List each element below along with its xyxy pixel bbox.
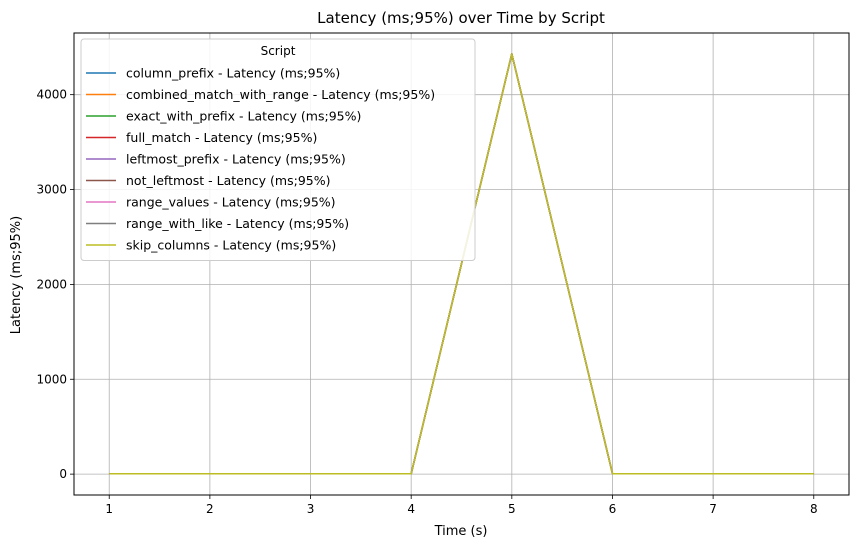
x-tick-label: 4 [407, 502, 415, 516]
legend-label: leftmost_prefix - Latency (ms;95%) [126, 152, 346, 167]
y-tick-label: 3000 [36, 183, 67, 197]
legend-box [80, 38, 476, 261]
legend-label: column_prefix - Latency (ms;95%) [126, 66, 340, 81]
legend-label: range_with_like - Latency (ms;95%) [126, 216, 349, 231]
y-tick-label: 4000 [36, 88, 67, 102]
legend-label: skip_columns - Latency (ms;95%) [126, 238, 336, 253]
legend-label: not_leftmost - Latency (ms;95%) [126, 173, 330, 188]
x-tick-label: 5 [508, 502, 516, 516]
legend-label: full_match - Latency (ms;95%) [126, 130, 317, 145]
x-axis-label: Time (s) [434, 524, 488, 539]
x-tick-label: 3 [307, 502, 315, 516]
y-tick-label: 0 [59, 467, 67, 481]
y-axis-label: Latency (ms;95%) [9, 216, 24, 334]
axis-ticks: 1 2 3 4 5 6 7 8 0 1000 2000 3000 4000 [36, 88, 817, 516]
x-tick-label: 2 [206, 502, 214, 516]
x-tick-label: 6 [609, 502, 617, 516]
plot-frame [73, 32, 850, 496]
y-tick-label: 2000 [36, 277, 67, 291]
legend-label: combined_match_with_range - Latency (ms;… [126, 87, 435, 102]
legend: Script column_prefix - Latency (ms;95%) co… [80, 38, 476, 261]
legend-label: exact_with_prefix - Latency (ms;95%) [126, 109, 361, 124]
legend-label: range_values - Latency (ms;95%) [126, 195, 336, 210]
x-tick-label: 1 [105, 502, 113, 516]
series-lines [109, 53, 814, 475]
legend-title: Script [261, 44, 296, 58]
x-tick-label: 7 [709, 502, 717, 516]
chart-title: Latency (ms;95%) over Time by Script [317, 9, 605, 27]
series-line [109, 53, 814, 475]
x-tick-label: 8 [810, 502, 818, 516]
y-tick-label: 1000 [36, 372, 67, 386]
